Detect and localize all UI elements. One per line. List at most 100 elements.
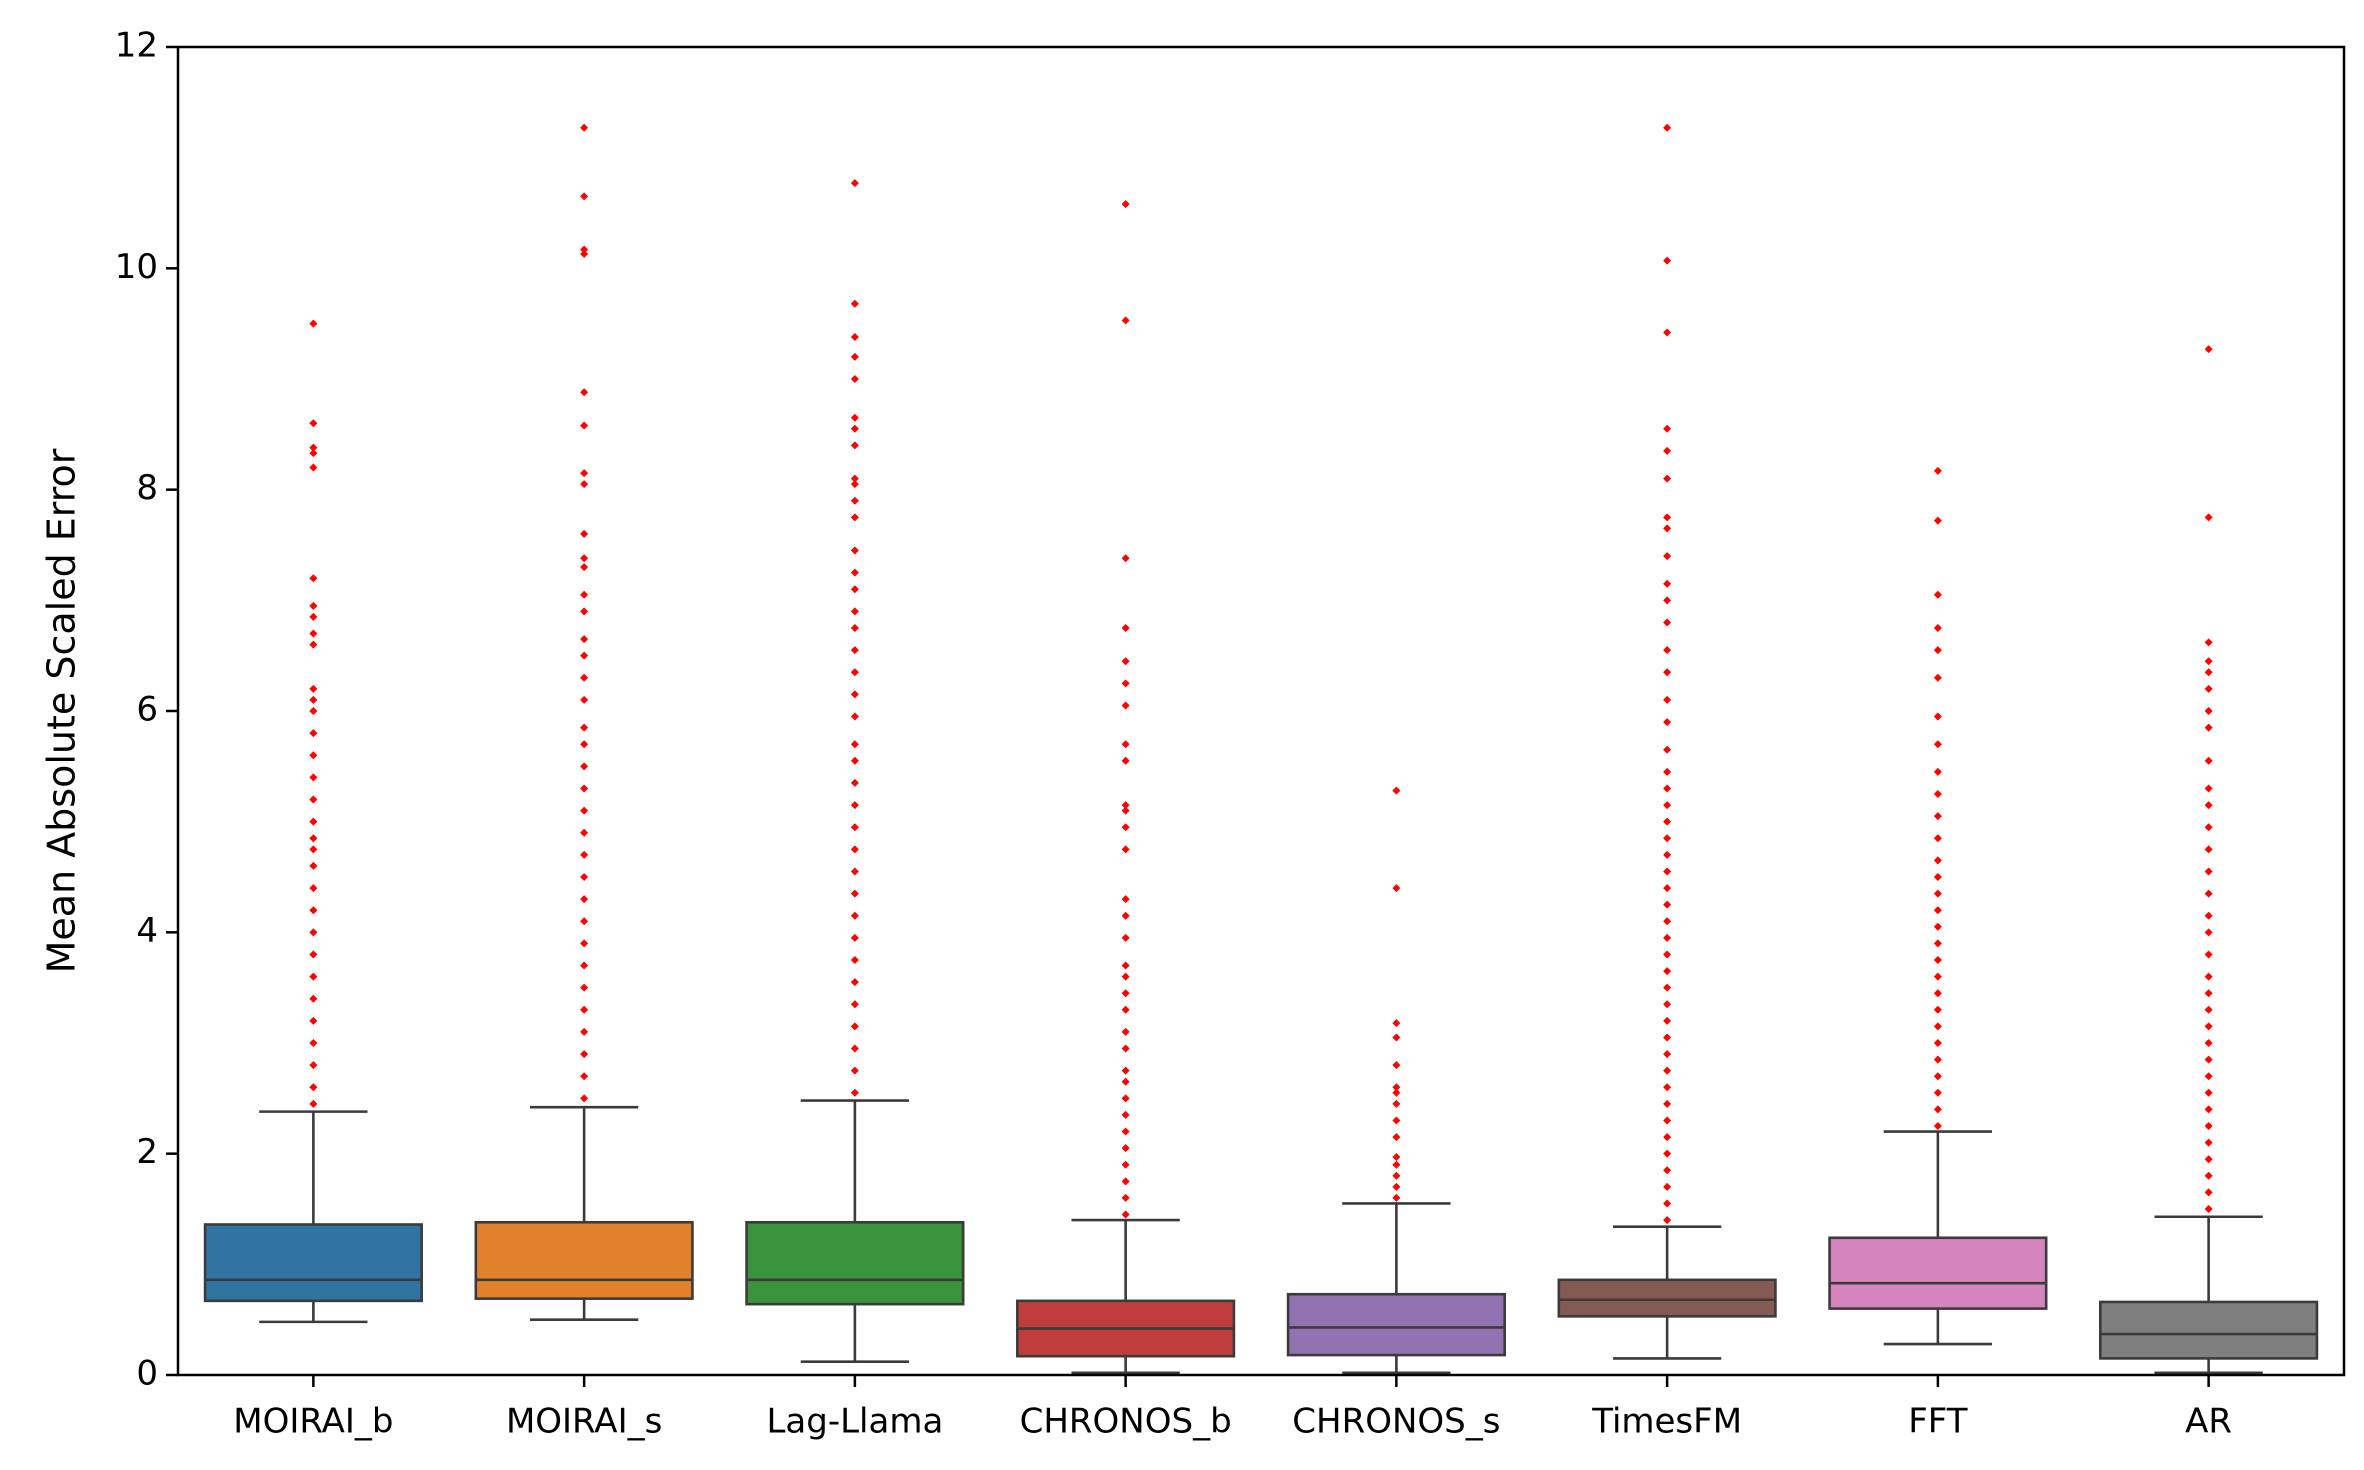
outlier-point (1663, 1016, 1672, 1025)
outlier-point (2204, 1039, 2213, 1047)
box-FFT (1828, 466, 2048, 1346)
iqr-box (2099, 1300, 2319, 1360)
outlier-point (850, 646, 859, 655)
outlier-point (1663, 1182, 1672, 1191)
x-tick-label: CHRONOS_b (1020, 1402, 1232, 1442)
outlier-point (1663, 1083, 1672, 1092)
outlier-point (1121, 701, 1130, 710)
outlier-point (1121, 740, 1130, 749)
outlier-point (580, 388, 589, 397)
outlier-point (1121, 801, 1130, 810)
outlier-point (2204, 1005, 2213, 1014)
outlier-point (2204, 867, 2213, 876)
outlier-point (309, 463, 318, 472)
outlier-point (2204, 801, 2213, 810)
outlier-point (580, 895, 589, 904)
x-tick-label: FFT (1908, 1402, 1968, 1442)
outlier-point (1663, 446, 1672, 455)
outlier-point (2204, 1155, 2213, 1164)
outlier-point (580, 1072, 589, 1081)
outlier-point (850, 823, 859, 832)
outlier-point (580, 249, 589, 258)
iqr-box (1828, 1236, 2048, 1310)
y-tick-label: 12 (115, 26, 158, 66)
outlier-point (1663, 1116, 1672, 1125)
outlier-point (580, 939, 589, 948)
outlier-point (309, 845, 318, 854)
outlier-point (1392, 1099, 1401, 1108)
outlier-point (2204, 1138, 2213, 1147)
outlier-point (1663, 1166, 1672, 1175)
outlier-point (1121, 756, 1130, 765)
outlier-point (850, 441, 859, 450)
iqr-box (1286, 1292, 1506, 1357)
outlier-point (850, 867, 859, 876)
outlier-point (1392, 1083, 1401, 1092)
y-tick-label: 10 (115, 247, 158, 287)
outlier-point (1933, 1005, 1942, 1014)
outlier-point (2204, 345, 2213, 354)
outlier-point (309, 684, 318, 693)
y-tick-label: 8 (136, 468, 158, 508)
outlier-point (1663, 524, 1672, 533)
outlier-point (850, 607, 859, 616)
outlier-point (580, 245, 589, 254)
outlier-point (1663, 850, 1672, 859)
outlier-point (1121, 1027, 1130, 1036)
outlier-point (1663, 784, 1672, 793)
outlier-point (580, 607, 589, 616)
outlier-point (2204, 513, 2213, 522)
outlier-point (1392, 1193, 1401, 1202)
outlier-point (1663, 801, 1672, 810)
outlier-point (1933, 1055, 1942, 1064)
outlier-point (2204, 972, 2213, 981)
outlier-point (1392, 1116, 1401, 1125)
outlier-point (1933, 889, 1942, 898)
outlier-point (1663, 900, 1672, 909)
outlier-point (1663, 933, 1672, 942)
outlier-point (2204, 638, 2213, 647)
outlier-point (1663, 718, 1672, 727)
outlier-point (1663, 618, 1672, 627)
outlier-point (1121, 1144, 1130, 1153)
outlier-point (580, 529, 589, 538)
outlier-point (2204, 1088, 2213, 1097)
outlier-point (850, 413, 859, 422)
outlier-point (1933, 972, 1942, 981)
outlier-point (1933, 712, 1942, 721)
outlier-point (1121, 1160, 1130, 1169)
iqr-box (203, 1223, 423, 1303)
outlier-point (1121, 933, 1130, 942)
x-tick-label: MOIRAI_b (233, 1402, 393, 1442)
y-tick-label: 6 (136, 690, 158, 730)
box-AR (2099, 345, 2319, 1375)
box-CHRONOS_b (1016, 200, 1236, 1375)
box-MOIRAI_b (203, 319, 423, 1324)
outlier-point (1663, 950, 1672, 959)
outlier-point (1121, 823, 1130, 832)
outlier-point (309, 817, 318, 826)
outlier-point (1933, 1105, 1942, 1114)
outlier-point (1663, 983, 1672, 992)
outlier-point (309, 419, 318, 428)
outlier-point (580, 673, 589, 682)
outlier-point (850, 179, 859, 188)
outlier-point (1392, 1088, 1401, 1097)
outlier-point (309, 1039, 318, 1047)
outlier-point (1121, 200, 1130, 209)
outlier-point (309, 928, 318, 937)
outlier-point (580, 917, 589, 926)
outlier-point (309, 1016, 318, 1025)
outlier-point (2204, 1171, 2213, 1180)
outlier-point (309, 601, 318, 610)
outlier-point (580, 828, 589, 837)
outlier-point (1121, 911, 1130, 920)
box-Lag-Llama (745, 179, 965, 1364)
outlier-point (1663, 646, 1672, 655)
outlier-point (1933, 1122, 1942, 1130)
outlier-point (1933, 956, 1942, 964)
outlier-point (309, 443, 318, 452)
outlier-point (850, 756, 859, 765)
outlier-point (1663, 256, 1672, 265)
outlier-point (580, 983, 589, 992)
